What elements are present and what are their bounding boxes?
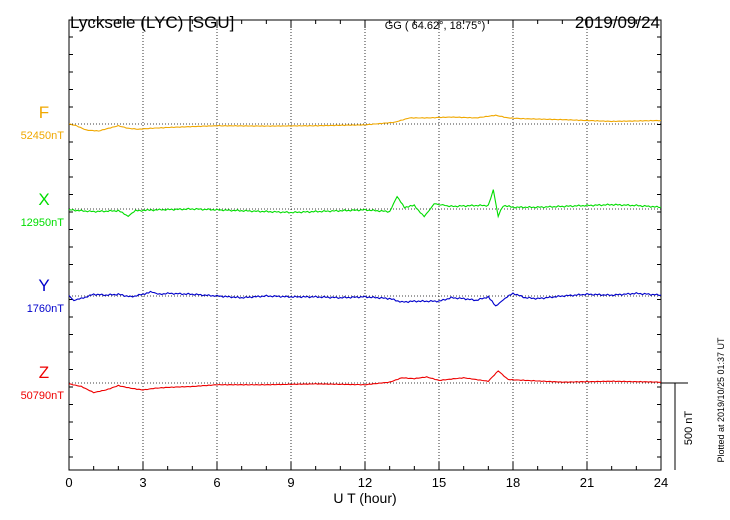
x-tick-label: 18 — [506, 475, 520, 490]
x-tick-label: 6 — [213, 475, 220, 490]
series-name-y: Y — [38, 276, 49, 295]
x-tick-label: 12 — [358, 475, 372, 490]
x-axis-label: U T (hour) — [333, 490, 396, 506]
baseline-value-f: 52450nT — [21, 130, 65, 142]
x-tick-label: 15 — [432, 475, 446, 490]
series-labels: F 52450nT X 12950nT Y 1760nT Z 50790nT — [21, 103, 65, 402]
x-tick-label: 0 — [65, 475, 72, 490]
baseline-value-x: 12950nT — [21, 217, 65, 229]
series-name-z: Z — [39, 363, 49, 382]
grid-lines — [142, 20, 588, 470]
baseline-value-z: 50790nT — [21, 390, 65, 402]
plotted-timestamp: Plotted at 2019/10/25 01:37 UT — [716, 337, 726, 463]
series-traces — [68, 114, 662, 394]
x-tick-label: 24 — [654, 475, 668, 490]
trace-x — [68, 189, 662, 219]
scale-bar-label: 500 nT — [683, 411, 695, 446]
plot-date: 2019/09/24 — [575, 13, 660, 32]
x-tick-label: 21 — [580, 475, 594, 490]
x-tick-label: 3 — [139, 475, 146, 490]
x-tick-label: 9 — [287, 475, 294, 490]
geographic-coords: GG ( 64.62°, 18.75°) — [385, 20, 486, 32]
scale-bar: 500 nT — [661, 382, 695, 470]
axis-ticks — [68, 20, 662, 470]
x-tick-labels: 0 3 6 9 12 15 18 21 24 — [65, 475, 668, 490]
trace-z — [68, 370, 662, 394]
trace-y — [68, 290, 662, 307]
baseline-value-y: 1760nT — [27, 303, 65, 315]
series-name-f: F — [39, 103, 49, 122]
station-title: Lycksele (LYC) [SGU] — [70, 13, 234, 32]
series-name-x: X — [38, 190, 49, 209]
trace-f — [68, 114, 662, 132]
